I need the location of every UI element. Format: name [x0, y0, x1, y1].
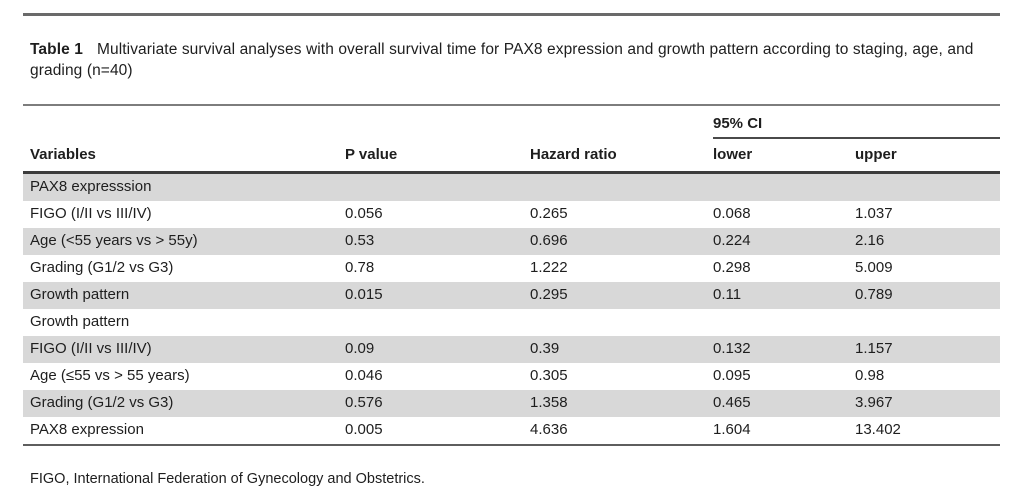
- ci-upper-cell: 5.009: [855, 259, 893, 276]
- column-header-row: Variables P value Hazard ratio lower upp…: [23, 138, 1001, 174]
- variable-cell: FIGO (I/II vs III/IV): [30, 205, 152, 222]
- hazard-ratio-cell: 0.305: [530, 367, 568, 384]
- ci-lower-cell: 0.132: [713, 340, 751, 357]
- ci-upper-cell: 3.967: [855, 394, 893, 411]
- p-value-cell: 0.09: [345, 340, 375, 357]
- variable-cell: Grading (G1/2 vs G3): [30, 259, 174, 276]
- p-value-cell: 0.056: [345, 205, 383, 222]
- section-header-row: Growth pattern: [23, 309, 1000, 336]
- ci-upper-cell: 0.789: [855, 286, 893, 303]
- ci-span-header: 95% CI: [713, 106, 1001, 139]
- column-header-hazard-ratio: Hazard ratio: [530, 138, 713, 174]
- hazard-ratio-cell: 0.39: [530, 340, 560, 357]
- table-footnote: FIGO, International Federation of Gyneco…: [30, 470, 425, 487]
- table-row: Grading (G1/2 vs G3) 0.576 1.358 0.465 3.967: [23, 390, 1001, 417]
- ci-lower-cell: 1.604: [713, 417, 855, 446]
- ci-upper-cell: 2.16: [855, 232, 885, 249]
- p-value-cell: 0.046: [345, 367, 383, 384]
- ci-lower-cell: 0.298: [713, 259, 751, 276]
- table-row: Age (≤55 vs > 55 years) 0.046 0.305 0.095 0.…: [23, 363, 1000, 390]
- ci-span-header-row: 95% CI: [23, 106, 1001, 139]
- hazard-ratio-cell: 1.222: [530, 259, 568, 276]
- hazard-ratio-cell: 0.265: [530, 205, 568, 222]
- ci-lower-cell: 0.068: [713, 205, 751, 222]
- column-header-ci-upper: upper: [855, 138, 1001, 174]
- table-title: Table 1 Multivariate survival analyses wi…: [23, 32, 1000, 89]
- table-row: PAX8 expression 0.005 4.636 1.604 13.402: [23, 417, 1001, 446]
- table-row: Grading (G1/2 vs G3) 0.78 1.222 0.298 5.009: [23, 255, 1000, 282]
- variable-cell: Age (<55 years vs > 55y): [30, 232, 198, 249]
- variable-cell: Growth pattern: [30, 286, 130, 303]
- variable-cell: Age (≤55 vs > 55 years): [30, 367, 190, 384]
- table-row: FIGO (I/II vs III/IV) 0.056 0.265 0.068 1.03…: [23, 201, 1000, 228]
- column-header-ci-lower: lower: [713, 138, 855, 174]
- section-label: Growth pattern: [30, 313, 130, 330]
- hazard-ratio-cell: 1.358: [530, 394, 568, 411]
- variable-cell: FIGO (I/II vs III/IV): [30, 340, 152, 357]
- header-spacer: [23, 106, 713, 138]
- p-value-cell: 0.576: [345, 394, 383, 411]
- table-number-label: Table 1: [30, 40, 83, 58]
- hazard-ratio-cell: 0.295: [530, 286, 568, 303]
- ci-upper-cell: 13.402: [855, 417, 1001, 446]
- ci-lower-cell: 0.11: [713, 286, 742, 303]
- section-label: PAX8 expresssion: [30, 178, 152, 195]
- ci-lower-cell: 0.224: [713, 232, 751, 249]
- table-caption: Multivariate survival analyses with over…: [30, 40, 974, 79]
- table-figure: Table 1 Multivariate survival analyses wi…: [23, 13, 1001, 488]
- table-row: Growth pattern 0.015 0.295 0.11 0.789: [23, 282, 1001, 309]
- hazard-ratio-cell: 0.696: [530, 232, 568, 249]
- table-row: Age (<55 years vs > 55y) 0.53 0.696 0.224 2.…: [23, 228, 1001, 255]
- top-rule: [23, 13, 1000, 16]
- variable-cell: Grading (G1/2 vs G3): [30, 394, 174, 411]
- hazard-ratio-cell: 4.636: [530, 417, 713, 446]
- column-header-p-value: P value: [345, 138, 530, 174]
- table-body: PAX8 expresssion FIGO (I/II vs III/IV) 0.0…: [23, 172, 1001, 446]
- ci-lower-cell: 0.465: [713, 394, 751, 411]
- ci-upper-cell: 1.037: [855, 205, 893, 222]
- ci-lower-cell: 0.095: [713, 367, 751, 384]
- p-value-cell: 0.005: [345, 417, 530, 446]
- column-header-variables: Variables: [23, 138, 345, 174]
- section-header-row: PAX8 expresssion: [23, 172, 1001, 201]
- survival-analysis-table: 95% CI Variables P value Hazard ratio lo…: [23, 106, 1001, 446]
- table-row: FIGO (I/II vs III/IV) 0.09 0.39 0.132 1.157: [23, 336, 1001, 363]
- ci-upper-cell: 1.157: [855, 340, 893, 357]
- p-value-cell: 0.53: [345, 232, 375, 249]
- ci-upper-cell: 0.98: [855, 367, 885, 384]
- caption-divider-rule: [23, 104, 1000, 106]
- table-header: 95% CI Variables P value Hazard ratio lo…: [23, 106, 1001, 174]
- p-value-cell: 0.015: [345, 286, 383, 303]
- p-value-cell: 0.78: [345, 259, 375, 276]
- variable-cell: PAX8 expression: [23, 417, 345, 446]
